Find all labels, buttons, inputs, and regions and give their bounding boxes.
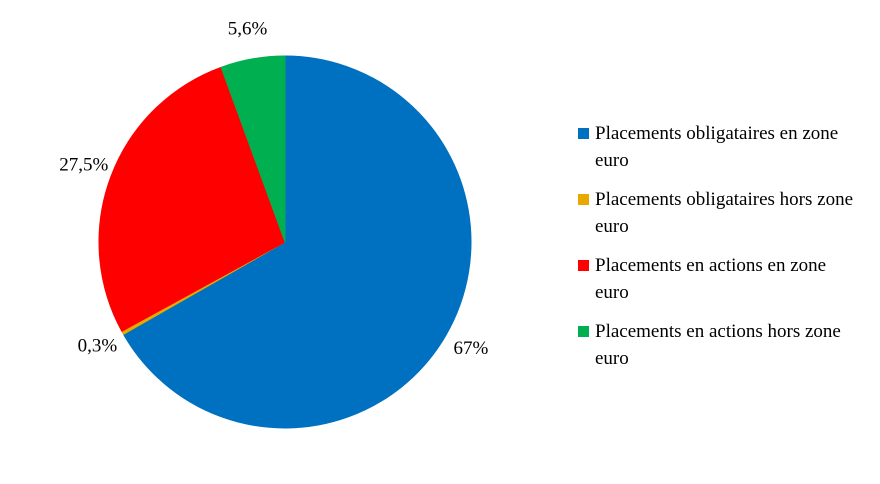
- data-label: 67%: [454, 338, 489, 359]
- legend-label: Placements obligataires hors zone euro: [595, 189, 854, 237]
- legend-item: Placements obligataires en zone euro: [578, 120, 863, 174]
- legend-label: Placements en actions en zone euro: [595, 255, 827, 303]
- legend-label: Placements obligataires en zone euro: [595, 123, 839, 171]
- legend-swatch: [578, 128, 589, 139]
- pie-slice: [98, 66, 286, 332]
- data-label: 27,5%: [59, 155, 108, 176]
- legend-swatch: [578, 260, 589, 271]
- data-label: 5,6%: [228, 19, 268, 40]
- pie-slice: [123, 55, 472, 429]
- legend-item: Placements en actions hors zone euro: [578, 318, 863, 372]
- legend-swatch: [578, 326, 589, 337]
- legend-swatch: [578, 194, 589, 205]
- legend: Placements obligataires en zone euro Plac…: [578, 120, 863, 384]
- legend-label: Placements en actions hors zone euro: [595, 321, 841, 369]
- legend-item: Placements obligataires hors zone euro: [578, 186, 863, 240]
- pie-slice: [220, 55, 286, 243]
- data-label: 0,3%: [78, 335, 118, 356]
- legend-item: Placements en actions en zone euro: [578, 252, 863, 306]
